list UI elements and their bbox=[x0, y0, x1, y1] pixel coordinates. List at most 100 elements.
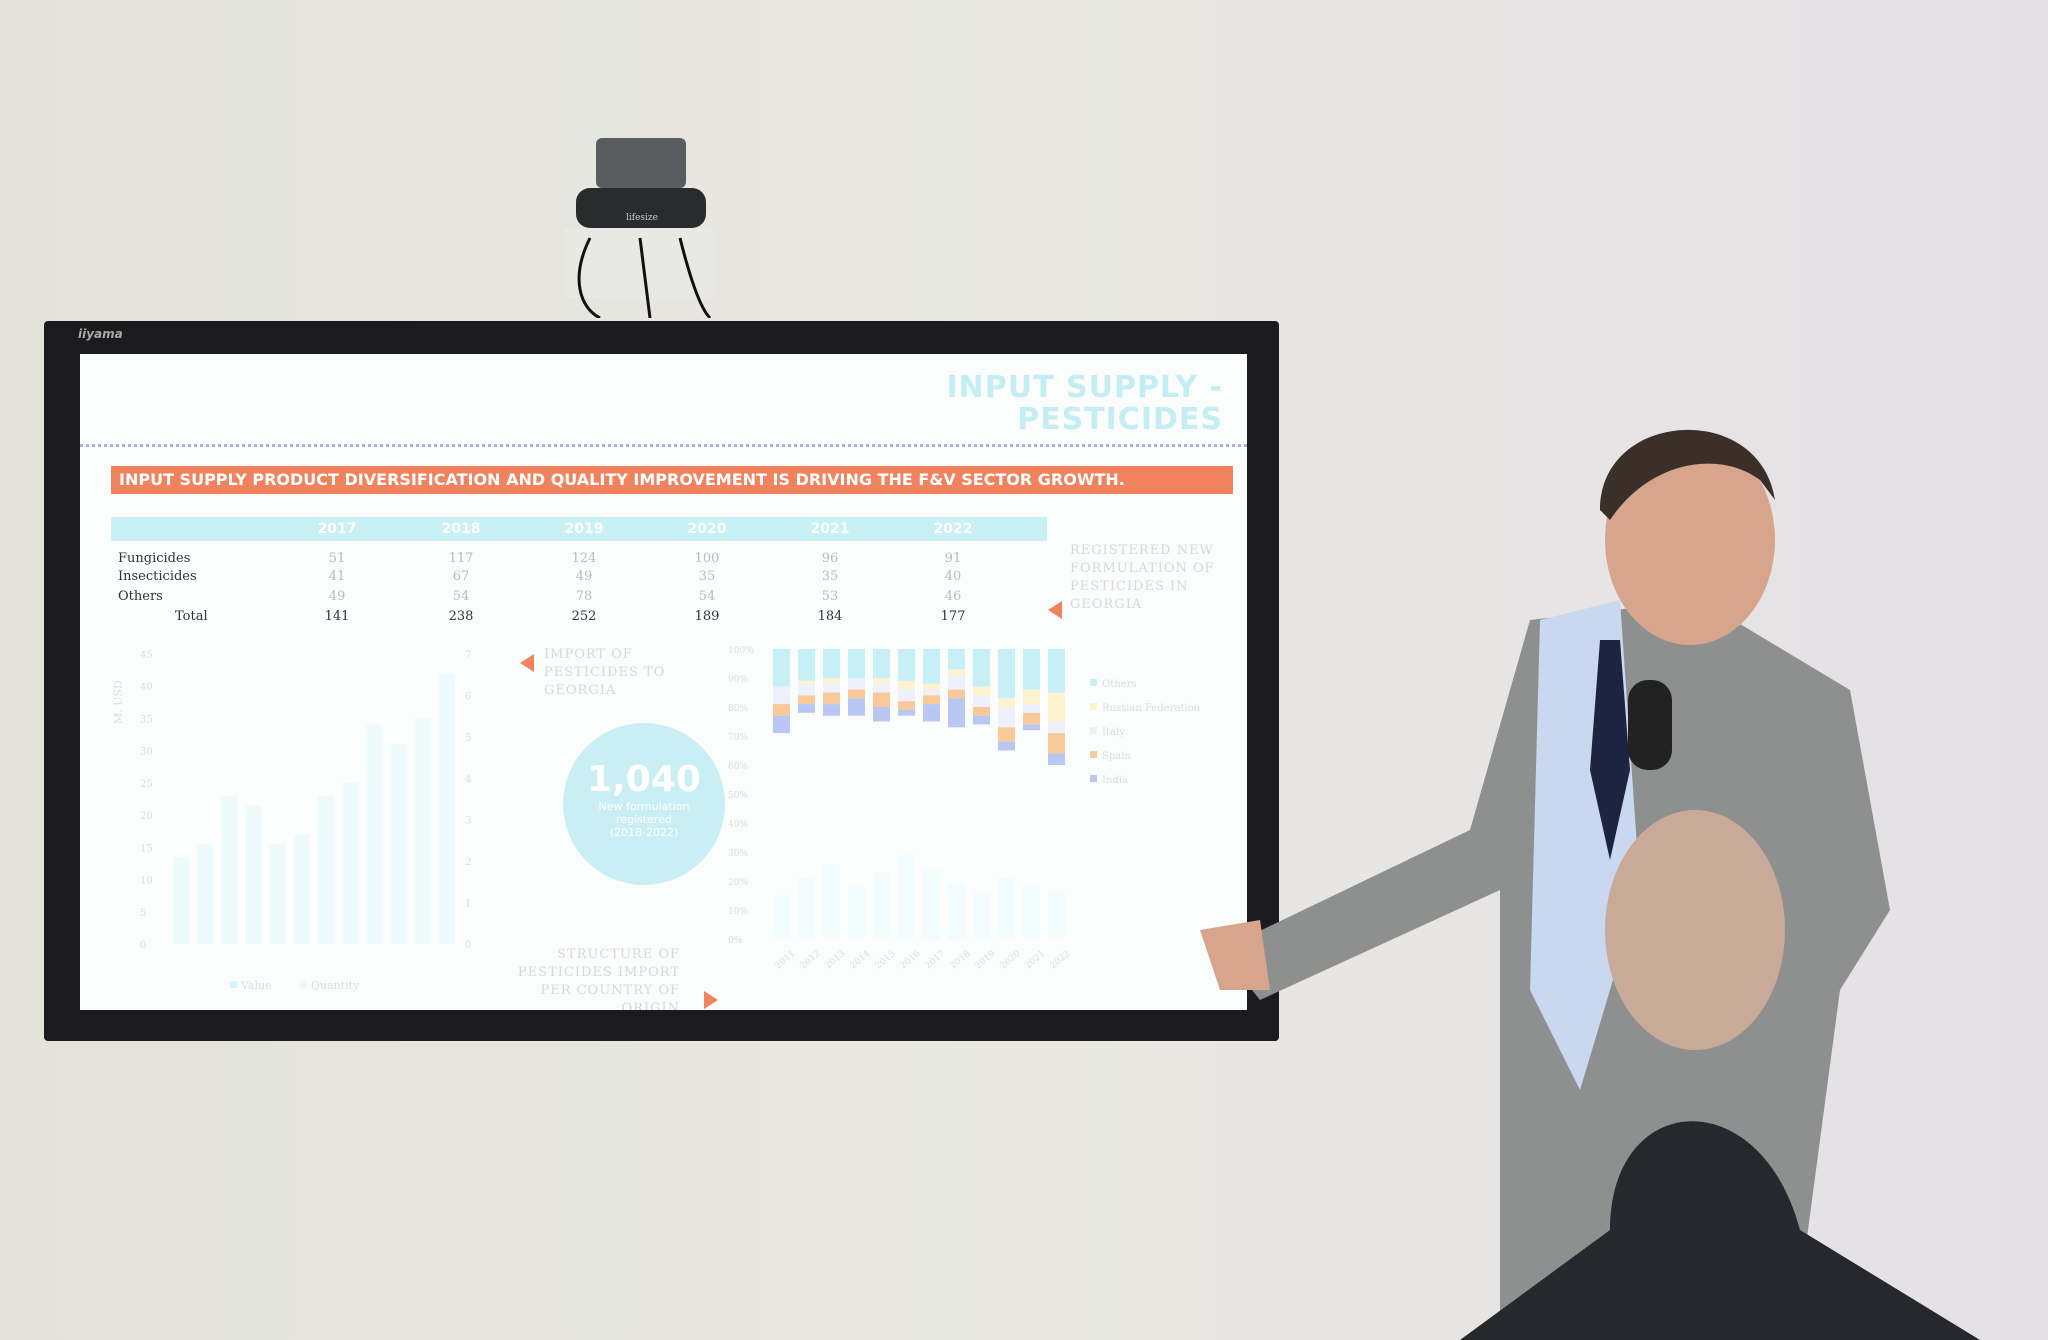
stat-line-2: registered bbox=[616, 813, 672, 826]
y2-tick-label: 1 bbox=[465, 899, 471, 910]
monitor-brand: iiyama bbox=[78, 327, 123, 341]
y-tick-label: 10 bbox=[140, 876, 153, 887]
stack-segment bbox=[873, 678, 890, 684]
y-tick-label: 60% bbox=[728, 762, 748, 772]
y2-tick-label: 5 bbox=[465, 733, 471, 744]
table-row-label: Total bbox=[175, 609, 208, 624]
camera-brand: lifesize bbox=[626, 213, 658, 223]
headline-banner: INPUT SUPPLY PRODUCT DIVERSIFICATION AND… bbox=[111, 466, 1233, 494]
legend-swatch bbox=[1090, 703, 1097, 710]
stack-segment bbox=[973, 686, 990, 696]
base-bar bbox=[898, 854, 915, 939]
y-tick-label: 40 bbox=[140, 682, 153, 693]
stack-segment bbox=[798, 680, 815, 684]
y-tick-label: 90% bbox=[728, 675, 748, 685]
table-cell: 46 bbox=[944, 589, 962, 604]
table-cell: 141 bbox=[324, 609, 350, 624]
table-cell: 49 bbox=[575, 569, 593, 584]
stack-segment bbox=[1023, 704, 1040, 713]
display-monitor: iiyama INPUT SUPPLY - PESTICIDES INPUT S… bbox=[44, 321, 1279, 1041]
stack-segment bbox=[998, 698, 1015, 707]
base-bar bbox=[873, 872, 890, 939]
x-tick-label: 2012 bbox=[799, 949, 823, 971]
stack-segment bbox=[848, 678, 865, 690]
value-bar bbox=[414, 718, 431, 944]
x-tick-label: 2020 bbox=[999, 949, 1023, 972]
table-cell: 124 bbox=[571, 551, 597, 566]
table-cell: 91 bbox=[944, 551, 962, 566]
y2-tick-label: 3 bbox=[465, 816, 471, 827]
table-row-label: Insecticides bbox=[118, 569, 197, 584]
base-bar bbox=[973, 892, 990, 939]
stack-segment bbox=[873, 649, 890, 678]
table-cell: 67 bbox=[452, 569, 470, 584]
stack-segment bbox=[948, 675, 965, 690]
stack-segment bbox=[873, 707, 890, 722]
stack-segment bbox=[998, 649, 1015, 699]
stack-segment bbox=[848, 649, 865, 678]
webcam: lifesize bbox=[564, 138, 714, 318]
base-bar bbox=[823, 863, 840, 939]
y-tick-label: 50% bbox=[728, 791, 748, 801]
stack-segment bbox=[973, 695, 990, 707]
stack-segment bbox=[823, 704, 840, 716]
y-tick-label: 0% bbox=[728, 936, 743, 946]
stack-segment bbox=[923, 683, 940, 690]
stack-segment bbox=[873, 683, 890, 693]
stack-segment bbox=[823, 692, 840, 705]
base-bar bbox=[998, 878, 1015, 939]
base-bar bbox=[948, 883, 965, 939]
stack-segment bbox=[1048, 649, 1065, 693]
base-bar bbox=[1048, 889, 1065, 939]
y-tick-label: 100% bbox=[728, 646, 754, 656]
stack-segment bbox=[1023, 724, 1040, 731]
title-line-2: PESTICIDES bbox=[1017, 402, 1223, 437]
stack-segment bbox=[973, 715, 990, 725]
stack-segment bbox=[923, 695, 940, 705]
stack-segment bbox=[973, 649, 990, 687]
note-structure: STRUCTURE OF PESTICIDES IMPORT PER COUNT… bbox=[517, 947, 680, 1010]
note-registered: REGISTERED NEW FORMULATION OF PESTICIDES… bbox=[1070, 543, 1215, 612]
y-tick-label: 20% bbox=[728, 878, 748, 888]
legend-swatch bbox=[1090, 751, 1097, 758]
y-tick-label: 25 bbox=[140, 779, 153, 790]
stat-circle: 1,040 New formulation registered (2018-2… bbox=[563, 723, 725, 885]
stack-segment bbox=[898, 701, 915, 710]
stack-segment bbox=[798, 649, 815, 681]
y2-tick-label: 6 bbox=[465, 691, 471, 702]
legend-label: Value bbox=[240, 979, 272, 992]
value-bar bbox=[293, 834, 310, 944]
y-tick-label: 80% bbox=[728, 704, 748, 714]
y-tick-label: 15 bbox=[140, 843, 153, 854]
legend-label: Russian Federation bbox=[1102, 703, 1201, 714]
table-cell: 35 bbox=[698, 569, 716, 584]
stack-segment bbox=[823, 678, 840, 684]
legend-label: Others bbox=[1102, 679, 1137, 690]
value-bar bbox=[197, 844, 214, 944]
stack-segment bbox=[773, 715, 790, 734]
table-cell: 189 bbox=[694, 609, 720, 624]
y2-tick-label: 7 bbox=[465, 650, 471, 661]
x-tick-label: 2014 bbox=[849, 949, 873, 972]
y-tick-label: 45 bbox=[140, 650, 153, 661]
stack-segment bbox=[898, 689, 915, 702]
stack-segment bbox=[773, 686, 790, 705]
arrow-right-icon bbox=[704, 991, 718, 1009]
table-year-header: 2017 bbox=[317, 521, 357, 537]
stack-segment bbox=[948, 698, 965, 728]
x-tick-label: 2019 bbox=[974, 949, 998, 972]
legend-label: Italy bbox=[1102, 727, 1125, 738]
y-tick-label: 20 bbox=[140, 811, 153, 822]
x-tick-label: 2013 bbox=[824, 949, 848, 972]
legend-swatch bbox=[1090, 679, 1097, 686]
base-bar bbox=[773, 895, 790, 939]
base-bar bbox=[1023, 883, 1040, 939]
y-tick-label: 10% bbox=[728, 907, 748, 917]
stack-segment bbox=[848, 698, 865, 716]
table-year-header: 2020 bbox=[687, 521, 727, 537]
stat-number: 1,040 bbox=[587, 759, 701, 800]
stack-segment bbox=[923, 704, 940, 722]
x-tick-label: 2017 bbox=[924, 949, 948, 972]
table-cell: 54 bbox=[698, 589, 716, 604]
stack-segment bbox=[898, 709, 915, 716]
